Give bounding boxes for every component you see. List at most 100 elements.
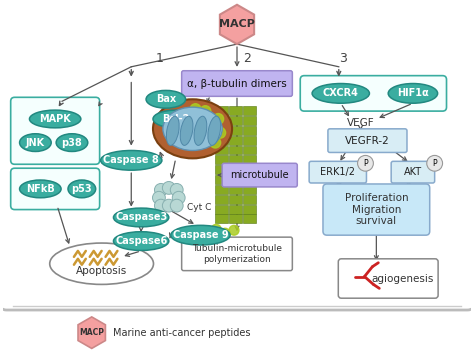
Bar: [215, 116, 228, 125]
Circle shape: [205, 125, 216, 136]
Circle shape: [190, 104, 201, 115]
FancyBboxPatch shape: [338, 259, 438, 298]
FancyBboxPatch shape: [300, 76, 447, 111]
Bar: [215, 175, 228, 184]
Text: Caspase 9: Caspase 9: [173, 230, 228, 240]
Ellipse shape: [100, 150, 162, 170]
Bar: [215, 205, 228, 214]
Circle shape: [220, 228, 230, 238]
Text: P: P: [363, 159, 368, 168]
Bar: [229, 185, 242, 194]
Text: VEGF: VEGF: [346, 118, 374, 128]
Circle shape: [155, 183, 167, 196]
Bar: [229, 126, 242, 135]
Ellipse shape: [388, 83, 438, 103]
Circle shape: [163, 199, 175, 212]
Ellipse shape: [113, 232, 169, 250]
Ellipse shape: [153, 110, 199, 128]
Circle shape: [170, 199, 183, 212]
Circle shape: [210, 137, 221, 148]
FancyBboxPatch shape: [309, 161, 366, 183]
Bar: [229, 165, 242, 174]
Bar: [243, 214, 256, 223]
Text: Bax: Bax: [156, 94, 176, 104]
Bar: [229, 195, 242, 204]
FancyBboxPatch shape: [222, 163, 297, 187]
Text: Apoptosis: Apoptosis: [76, 266, 127, 276]
Circle shape: [357, 155, 374, 171]
Ellipse shape: [19, 180, 61, 198]
Ellipse shape: [312, 83, 369, 103]
Ellipse shape: [19, 134, 51, 151]
Bar: [243, 106, 256, 115]
FancyBboxPatch shape: [391, 161, 435, 183]
Text: JNK: JNK: [26, 138, 45, 148]
Text: p38: p38: [62, 138, 82, 148]
Text: NFkB: NFkB: [26, 184, 55, 194]
Text: 1: 1: [156, 52, 164, 65]
Ellipse shape: [113, 208, 169, 227]
Text: MACP: MACP: [219, 19, 255, 29]
Bar: [243, 185, 256, 194]
Bar: [215, 136, 228, 145]
Bar: [229, 116, 242, 125]
Text: MACP: MACP: [79, 328, 104, 337]
Circle shape: [170, 183, 183, 196]
Ellipse shape: [163, 107, 222, 150]
Bar: [215, 106, 228, 115]
Text: ERK1/2: ERK1/2: [320, 167, 356, 177]
FancyBboxPatch shape: [11, 168, 100, 210]
FancyBboxPatch shape: [182, 237, 292, 270]
Text: 2: 2: [243, 52, 251, 65]
Circle shape: [197, 132, 208, 143]
Circle shape: [200, 106, 211, 116]
Text: p53: p53: [72, 184, 92, 194]
Circle shape: [163, 182, 175, 194]
Ellipse shape: [153, 99, 232, 158]
Circle shape: [155, 199, 167, 212]
FancyBboxPatch shape: [328, 129, 407, 153]
Circle shape: [211, 224, 221, 234]
FancyBboxPatch shape: [182, 71, 292, 96]
Ellipse shape: [56, 134, 88, 151]
Bar: [243, 146, 256, 154]
Ellipse shape: [166, 116, 179, 145]
Ellipse shape: [50, 243, 154, 284]
Bar: [229, 155, 242, 164]
Text: CXCR4: CXCR4: [323, 88, 359, 98]
Ellipse shape: [180, 116, 193, 145]
Text: Bcl-2: Bcl-2: [162, 114, 190, 124]
FancyBboxPatch shape: [0, 0, 474, 310]
Text: VEGFR-2: VEGFR-2: [345, 136, 390, 146]
Bar: [229, 205, 242, 214]
Circle shape: [213, 114, 224, 124]
Ellipse shape: [29, 110, 81, 128]
Bar: [229, 214, 242, 223]
Text: α, β-tubulin dimers: α, β-tubulin dimers: [187, 79, 287, 88]
Bar: [243, 175, 256, 184]
Bar: [243, 126, 256, 135]
Text: AKT: AKT: [404, 167, 422, 177]
Circle shape: [193, 120, 204, 131]
Polygon shape: [78, 317, 105, 348]
Text: P: P: [432, 159, 437, 168]
Text: Proliferation
Migration
survival: Proliferation Migration survival: [345, 193, 408, 226]
Bar: [243, 116, 256, 125]
Text: agiogenesis: agiogenesis: [372, 273, 434, 284]
Circle shape: [187, 130, 198, 141]
Bar: [215, 146, 228, 154]
Text: 3: 3: [339, 52, 346, 65]
Text: Caspase6: Caspase6: [115, 236, 167, 246]
Bar: [243, 165, 256, 174]
Text: Cyt C: Cyt C: [187, 203, 211, 211]
Bar: [215, 126, 228, 135]
Circle shape: [427, 155, 443, 171]
Polygon shape: [220, 5, 254, 44]
Ellipse shape: [68, 180, 96, 198]
Bar: [243, 136, 256, 145]
Circle shape: [153, 191, 165, 204]
Bar: [229, 175, 242, 184]
Bar: [215, 165, 228, 174]
FancyBboxPatch shape: [11, 97, 100, 164]
Circle shape: [215, 127, 226, 138]
